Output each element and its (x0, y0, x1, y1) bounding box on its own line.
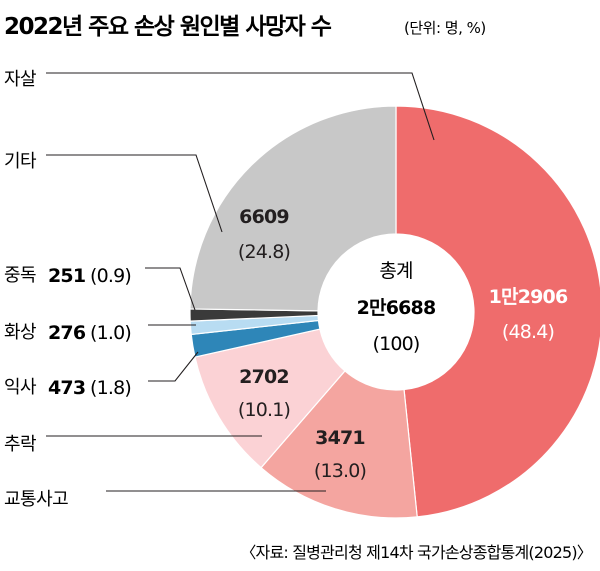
leader-poisoning (145, 267, 196, 311)
pct-label-fall: (10.1) (238, 399, 290, 421)
value-label-other: 6609 (239, 206, 289, 228)
value-label-suicide: 1만2906 (489, 286, 568, 308)
category-label-burn: 화상 (4, 322, 36, 343)
value-label-drowning: 473 (48, 377, 85, 399)
category-label-suicide: 자살 (4, 69, 36, 90)
value-label-poisoning: 251 (48, 265, 85, 287)
total-value: 2만6688 (357, 297, 436, 319)
value-label-burn: 276 (48, 322, 86, 344)
category-label-fall: 추락 (4, 434, 36, 455)
category-label-traffic: 교통사고 (4, 489, 68, 510)
slice-traffic (260, 370, 418, 519)
leader-other (46, 154, 223, 233)
pct-label-other: (24.8) (238, 241, 290, 263)
pct-label-suicide: (48.4) (502, 321, 554, 343)
value-label-fall: 2702 (239, 366, 289, 388)
leader-suicide (46, 72, 435, 141)
category-label-drowning: 익사 (4, 377, 37, 398)
unit-note: (단위: 명, %) (404, 19, 486, 37)
pct-label-traffic: (13.0) (314, 460, 366, 482)
source-note: 〈자료: 질병관리청 제14차 국가손상종합통계(2025)〉 (240, 543, 592, 562)
donut-hole (318, 234, 474, 390)
pct-label-burn: (1.0) (90, 322, 131, 344)
total-label: 총계 (379, 260, 412, 282)
total-pct: (100) (372, 333, 419, 355)
pct-label-drowning: (1.8) (90, 377, 131, 399)
category-label-poisoning: 중독 (4, 265, 36, 286)
chart-title: 2022년 주요 손상 원인별 사망자 수 (4, 14, 332, 40)
pct-label-poisoning: (0.9) (90, 265, 131, 287)
category-label-other: 기타 (4, 151, 37, 172)
value-label-traffic: 3471 (315, 427, 365, 449)
leader-drowning (148, 351, 199, 382)
